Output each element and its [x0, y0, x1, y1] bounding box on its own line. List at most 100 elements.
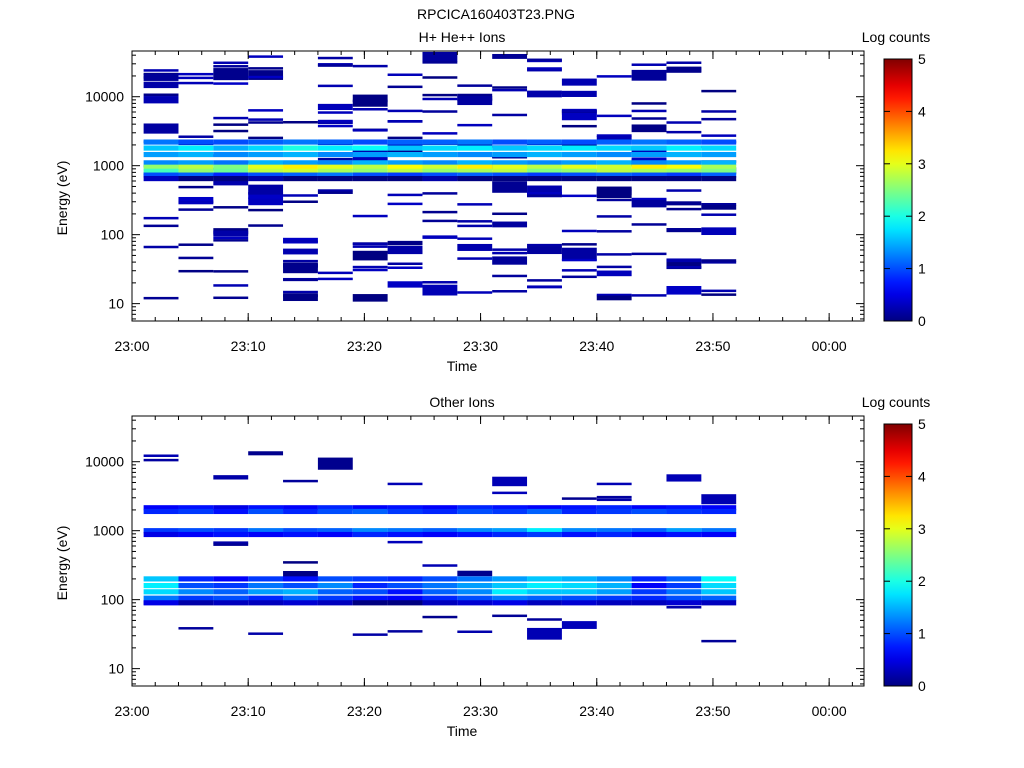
heatmap-cells [143, 451, 737, 643]
colorbar-tick-label: 1 [918, 626, 926, 642]
heatmap-cell [422, 176, 458, 182]
heatmap-cell [596, 151, 632, 158]
sparse-cell [596, 230, 632, 233]
sparse-cell [701, 134, 737, 137]
sparse-cell [213, 236, 249, 240]
heatmap-cell [666, 582, 702, 589]
sparse-cell [248, 118, 284, 121]
heatmap-cell [631, 145, 667, 151]
heatmap-cell [317, 151, 353, 158]
heatmap-cell [283, 505, 318, 511]
heatmap-cell [701, 172, 737, 178]
sparse-cell [352, 268, 388, 272]
sparse-cell [143, 245, 179, 249]
heatmap-cell [666, 145, 702, 151]
heatmap-cell [178, 528, 214, 534]
heatmap-cell [248, 139, 284, 145]
heatmap-cell [178, 582, 214, 589]
heatmap-cell [422, 160, 458, 166]
sparse-cell [317, 63, 353, 66]
heatmap-cell [143, 160, 179, 166]
heatmap-cell [352, 145, 388, 151]
heatmap-cell [666, 160, 702, 166]
sparse-cell [352, 129, 388, 132]
sparse-cell [248, 192, 284, 199]
heatmap-cell [527, 528, 562, 534]
sparse-cell [701, 227, 737, 236]
colorbar-label: Log counts [862, 394, 931, 410]
heatmap-cell [143, 151, 179, 158]
sparse-cell [492, 614, 528, 618]
sparse-cell [561, 109, 597, 113]
sparse-cell [631, 109, 667, 113]
heatmap-cell [317, 600, 353, 606]
heatmap-cell [492, 172, 528, 178]
heatmap-cell [248, 145, 284, 151]
heatmap-cell [213, 508, 249, 515]
sparse-cell [492, 88, 528, 92]
sparse-cell [422, 615, 458, 619]
colorbar-tick-label: 3 [918, 156, 926, 172]
heatmap-cell [143, 172, 179, 178]
heatmap-cell [561, 145, 597, 151]
heatmap-cell [701, 582, 737, 589]
sparse-cell [701, 202, 737, 206]
sparse-cell [213, 82, 249, 85]
heatmap-cell [422, 589, 458, 595]
sparse-cell [422, 564, 458, 567]
heatmap-cell [701, 139, 737, 145]
heatmap-cell [666, 168, 702, 174]
heatmap-cell [492, 600, 528, 606]
sparse-cell [248, 197, 284, 206]
sparse-cell [283, 293, 318, 302]
heatmap-cells [143, 51, 737, 302]
heatmap-cell [666, 531, 702, 538]
heatmap-cell [178, 531, 214, 538]
heatmap-cell [701, 508, 737, 515]
heatmap-cell [317, 176, 353, 182]
heatmap-cell [596, 505, 632, 511]
sparse-cell [283, 263, 318, 274]
heatmap-cell [596, 528, 632, 534]
heatmap-cell [492, 576, 528, 582]
sparse-cell [213, 296, 249, 300]
heatmap-cell [631, 160, 667, 166]
heatmap-cell [248, 576, 284, 582]
heatmap-cell [457, 139, 493, 145]
sparse-cell [387, 143, 423, 147]
heatmap-cell [457, 151, 493, 158]
sparse-cell [387, 85, 423, 89]
sparse-cell [596, 215, 632, 218]
heatmap-cell [387, 139, 423, 145]
sparse-cell [561, 258, 597, 262]
sparse-cell [143, 73, 179, 81]
sparse-cell [666, 228, 702, 231]
heatmap-cell [387, 145, 423, 151]
heatmap-cell [387, 600, 423, 606]
heatmap-cell [178, 164, 214, 170]
heatmap-cell [492, 589, 528, 595]
heatmap-cell [596, 160, 632, 166]
heatmap-cell [143, 528, 179, 534]
sparse-cell [283, 248, 318, 255]
sparse-cell [527, 68, 562, 72]
heatmap-cell [143, 168, 179, 174]
sparse-cell [422, 97, 458, 101]
y-tick-label: 1000 [93, 158, 124, 174]
sparse-cell [666, 130, 702, 134]
panel-h-he-ions: 23:00 23:10 23:20 23:30 23:40 23:50 00:0010100… [54, 29, 930, 374]
heatmap-cell [178, 508, 214, 515]
heatmap-cell [666, 528, 702, 534]
heatmap-cell [527, 145, 562, 151]
sparse-cell [283, 278, 318, 282]
heatmap-cell [457, 600, 493, 606]
sparse-cell [561, 247, 597, 261]
sparse-cell [283, 194, 318, 197]
heatmap-cell [387, 528, 423, 534]
heatmap-cell [317, 595, 353, 601]
heatmap-cell [283, 151, 318, 158]
figure-title: RPCICA160403T23.PNG [417, 6, 575, 22]
sparse-cell [596, 253, 632, 256]
heatmap-cell [248, 164, 284, 170]
sparse-cell [387, 193, 423, 197]
